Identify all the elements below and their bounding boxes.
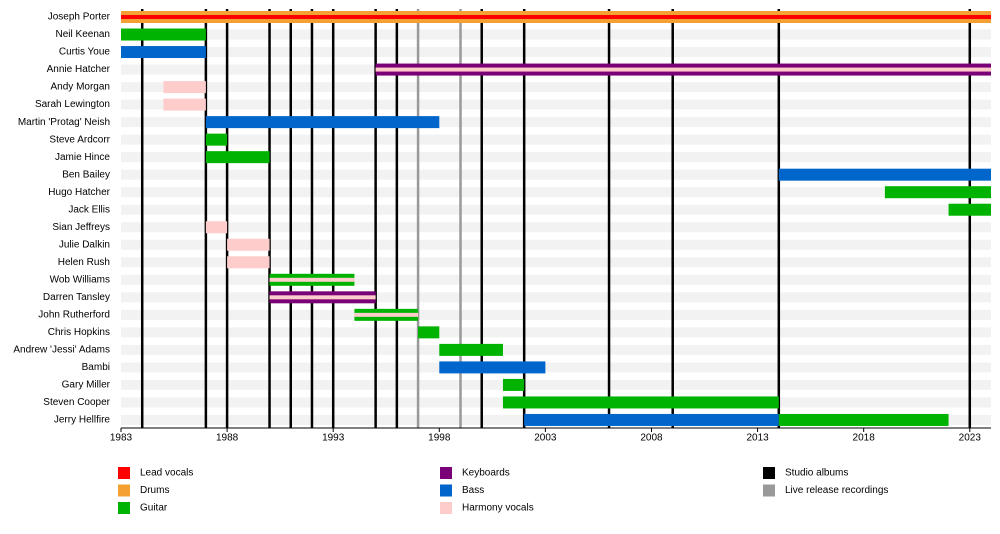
x-tick-label: 2013	[746, 433, 769, 444]
member-name: Helen Rush	[58, 257, 110, 268]
member-bar	[418, 326, 440, 339]
legend-label: Drums	[140, 485, 169, 496]
member-name: Bambi	[82, 362, 110, 373]
member-bar	[439, 361, 546, 374]
row-stripe	[121, 362, 991, 373]
member-bar	[502, 396, 779, 409]
row-stripe	[121, 204, 991, 215]
row-stripe	[121, 257, 991, 268]
row-stripe	[121, 239, 991, 250]
legend-label: Bass	[462, 485, 484, 496]
row-stripe	[121, 327, 991, 338]
member-bar-stripe	[375, 67, 991, 72]
member-name: Andy Morgan	[51, 82, 110, 93]
legend-swatch	[118, 484, 130, 497]
member-bar	[948, 203, 991, 216]
member-bar	[227, 256, 270, 269]
row-stripe	[121, 379, 991, 390]
legend-swatch	[118, 502, 130, 514]
row-stripe	[121, 344, 991, 355]
member-bar	[205, 133, 228, 146]
row-stripe	[121, 222, 991, 233]
row-stripe	[121, 187, 991, 198]
x-tick-label: 1998	[428, 433, 451, 444]
member-name: Martin 'Protag' Neish	[18, 117, 110, 128]
member-bar	[524, 413, 779, 426]
row-stripe	[121, 82, 991, 93]
member-bar	[884, 186, 991, 199]
legend-label: Keyboards	[462, 468, 510, 479]
member-name: Steve Ardcorr	[49, 134, 110, 145]
member-bar	[778, 168, 991, 181]
member-bar-stripe	[354, 312, 419, 317]
x-tick-label: 2023	[959, 433, 982, 444]
row-stripe	[121, 309, 991, 320]
member-name: Sarah Lewington	[35, 99, 110, 110]
member-name: Curtis Youe	[59, 47, 111, 58]
row-stripe	[121, 29, 991, 40]
row-stripe	[121, 134, 991, 145]
member-name: Julie Dalkin	[59, 239, 110, 250]
member-bar-stripe	[269, 295, 376, 300]
member-bar	[227, 238, 270, 251]
member-name: Chris Hopkins	[48, 327, 110, 338]
x-tick-label: 2008	[640, 433, 663, 444]
member-bar	[778, 413, 949, 426]
legend-swatch	[118, 467, 130, 479]
x-tick-label: 2018	[853, 433, 876, 444]
legend-swatch	[440, 467, 452, 479]
member-bar	[163, 98, 206, 111]
row-stripe	[121, 292, 991, 303]
row-stripe	[121, 99, 991, 110]
member-name: Gary Miller	[62, 380, 111, 391]
member-name: Annie Hatcher	[47, 64, 111, 75]
legend-label: Harmony vocals	[462, 503, 534, 514]
member-name: Jamie Hince	[55, 152, 110, 163]
legend-swatch	[440, 484, 452, 497]
x-tick-label: 1988	[216, 433, 239, 444]
member-name: Wob Williams	[50, 274, 110, 285]
legend-swatch	[763, 467, 775, 479]
member-bar	[439, 343, 503, 356]
legend-label: Guitar	[140, 503, 168, 514]
member-bar-stripe	[121, 15, 991, 19]
legend-swatch	[763, 484, 775, 497]
member-name: Ben Bailey	[62, 169, 110, 180]
x-tick-label: 2003	[534, 433, 557, 444]
x-tick-label: 1983	[110, 433, 133, 444]
member-name: Jack Ellis	[68, 204, 110, 215]
member-name: John Rutherford	[38, 309, 110, 320]
member-name: Steven Cooper	[43, 397, 110, 408]
x-tick-label: 1993	[322, 433, 345, 444]
row-stripe	[121, 169, 991, 180]
legend-label: Live release recordings	[785, 485, 888, 496]
member-bar	[205, 116, 440, 129]
legend-label: Lead vocals	[140, 468, 193, 479]
member-name: Andrew 'Jessi' Adams	[13, 345, 110, 356]
member-name: Hugo Hatcher	[48, 187, 110, 198]
member-bar-stripe	[269, 277, 355, 282]
member-bar	[121, 28, 206, 41]
member-bar	[502, 378, 525, 391]
member-name: Sian Jeffreys	[52, 222, 110, 233]
member-name: Darren Tansley	[43, 292, 110, 303]
row-stripe	[121, 274, 991, 285]
row-stripe	[121, 47, 991, 58]
member-bar	[205, 221, 228, 234]
member-bar	[163, 81, 206, 94]
member-name: Neil Keenan	[56, 29, 110, 40]
legend-label: Studio albums	[785, 468, 848, 479]
member-name: Jerry Hellfire	[54, 415, 111, 426]
row-stripe	[121, 117, 991, 128]
member-bar	[121, 46, 206, 59]
legend-swatch	[440, 502, 452, 514]
row-stripe	[121, 152, 991, 163]
member-bar	[205, 151, 270, 164]
member-name: Joseph Porter	[48, 12, 111, 23]
